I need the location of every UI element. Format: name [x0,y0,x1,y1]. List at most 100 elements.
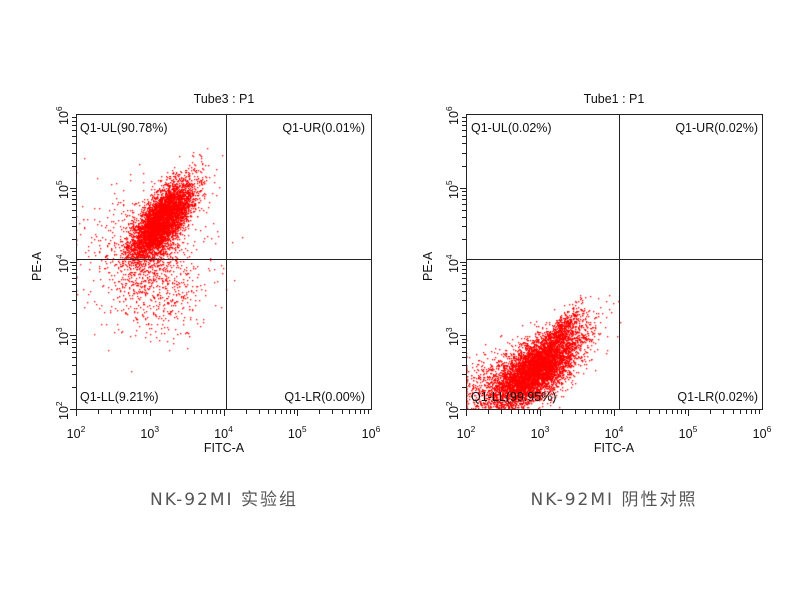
x-tick [575,410,577,414]
y-tick [462,373,466,375]
x-tick [466,410,467,416]
x-tick [665,410,667,414]
x-tick [111,410,113,414]
x-tick [149,410,151,416]
x-tick [319,410,321,414]
y-tick [72,373,76,375]
y-tick [72,313,76,315]
x-tick [280,410,282,414]
x-tick [688,410,689,416]
x-tick [245,410,247,414]
x-tick [528,410,530,414]
y-tick [72,290,76,292]
plot-frame [76,114,372,410]
x-tick [348,410,350,414]
y-tick [72,346,76,348]
plot-caption: NK-92MI 阴性对照 [530,490,698,510]
x-tick [732,410,734,414]
y-tick [70,187,76,189]
quadrant-gate-horizontal[interactable] [466,259,763,260]
x-tick [676,410,678,414]
plot-caption: NK-92MI 实验组 [150,490,298,510]
x-tick [171,410,173,414]
y-tick [72,130,76,132]
x-tick [285,410,287,414]
x-tick-label: 102 [456,424,476,441]
x-tick [293,410,295,414]
x-tick [584,410,586,414]
x-tick [488,410,490,414]
y-tick [72,191,76,193]
y-tick [462,239,466,241]
x-tick [127,410,129,414]
y-tick [462,199,466,201]
y-tick [72,152,76,154]
y-tick [72,199,76,201]
x-tick [184,410,186,414]
x-tick [517,410,519,414]
y-tick [70,409,76,410]
x-tick [76,410,77,416]
y-tick-label: 105 [444,180,461,199]
y-tick [462,272,466,274]
x-axis-label: FITC-A [593,441,635,455]
x-tick [510,410,512,414]
x-tick-label: 104 [604,424,624,441]
quadrant-gate-vertical[interactable] [619,114,620,410]
x-tick [275,410,277,414]
quadrant-label-lr: Q1-LR(0.02%) [677,390,758,404]
y-tick [462,268,466,270]
y-tick [460,261,466,263]
y-tick [72,342,76,344]
x-tick [750,410,752,414]
x-tick [363,410,365,414]
y-tick-label: 105 [54,180,71,199]
y-tick [462,226,466,228]
y-tick [462,264,466,266]
y-tick [72,351,76,353]
y-tick [462,217,466,219]
x-tick [359,410,361,414]
quadrant-gate-horizontal[interactable] [76,259,372,260]
x-tick [591,410,593,414]
y-tick [462,351,466,353]
x-tick [597,410,599,414]
x-tick [710,410,712,414]
y-tick [462,364,466,366]
x-tick-label: 106 [752,424,772,441]
y-tick [462,342,466,344]
y-tick [462,386,466,388]
y-tick [462,152,466,154]
quadrant-gate-vertical[interactable] [226,114,227,410]
quadrant-label-lr: Q1-LR(0.00%) [284,390,365,404]
y-tick [72,386,76,388]
x-tick [649,410,651,414]
x-tick [610,410,612,414]
x-tick [332,410,334,414]
y-tick [462,194,466,196]
x-tick [501,410,503,414]
y-tick [462,143,466,145]
y-tick [72,209,76,211]
x-tick [341,410,343,414]
x-tick [258,410,260,414]
x-tick [745,410,747,414]
y-tick [462,283,466,285]
x-tick [207,410,209,414]
y-tick-label: 104 [54,253,71,273]
x-tick [658,410,660,414]
x-tick [133,410,135,414]
x-tick-label: 102 [66,424,86,441]
y-tick [72,204,76,206]
y-tick [72,194,76,196]
x-tick [142,410,144,414]
quadrant-label-ur: Q1-UR(0.01%) [282,121,365,135]
y-tick-label: 103 [54,327,71,347]
y-tick [460,335,466,337]
x-tick-label: 106 [361,424,381,441]
x-tick [201,410,203,414]
x-tick [523,410,525,414]
x-tick [267,410,269,414]
x-tick [216,410,218,414]
plot-panel-experimental: Tube3 : P1 Q1-UL(90.78%) Q1-UR(0.01%) Q1… [30,92,381,510]
